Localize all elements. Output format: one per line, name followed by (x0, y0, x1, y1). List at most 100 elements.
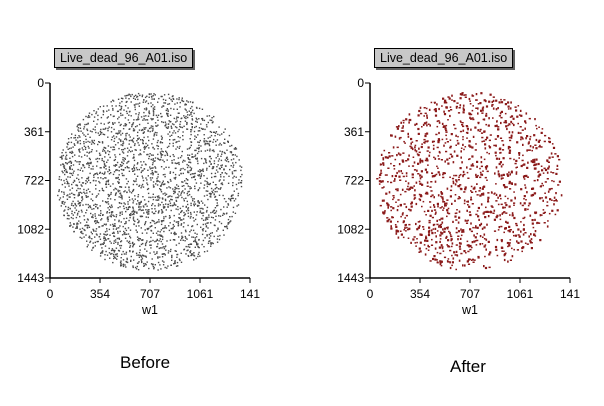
data-point (196, 147, 198, 149)
data-point (390, 225, 392, 228)
data-point (129, 150, 132, 153)
data-point (203, 195, 206, 197)
data-point (539, 197, 542, 200)
data-point (166, 240, 168, 242)
data-point (533, 158, 536, 161)
data-point (91, 113, 93, 116)
data-point (516, 115, 519, 118)
data-point (99, 255, 102, 257)
data-point (492, 107, 495, 110)
data-point (384, 210, 386, 212)
data-point (112, 149, 114, 151)
data-point (137, 114, 140, 116)
data-point (154, 167, 157, 169)
data-point (145, 177, 147, 179)
data-point (173, 108, 175, 110)
data-point (81, 237, 83, 239)
data-point (484, 255, 486, 258)
data-point (143, 265, 145, 267)
data-point (104, 128, 106, 130)
data-point (213, 138, 215, 141)
data-point (63, 203, 65, 205)
data-point (379, 173, 382, 176)
data-point (144, 163, 147, 165)
data-point (203, 187, 205, 189)
data-point (107, 145, 110, 147)
data-point (178, 128, 180, 131)
data-point (96, 234, 98, 236)
data-point (517, 105, 520, 107)
data-point (139, 149, 142, 151)
data-point (137, 239, 139, 241)
data-point (152, 147, 154, 149)
data-point (501, 246, 504, 249)
data-point (157, 199, 160, 201)
data-point (223, 206, 225, 208)
data-point (182, 205, 184, 208)
data-point (150, 196, 152, 199)
data-point (206, 185, 209, 188)
data-point (207, 190, 209, 192)
data-point (505, 125, 508, 128)
data-point (128, 240, 131, 243)
data-point (162, 98, 165, 101)
data-point (498, 115, 501, 117)
data-point (387, 204, 390, 207)
data-point (195, 125, 197, 128)
data-point (161, 247, 163, 249)
data-point (455, 105, 458, 108)
data-point (234, 147, 237, 149)
data-point (524, 120, 527, 123)
data-point (107, 129, 109, 132)
data-point (196, 121, 198, 123)
data-point (200, 123, 202, 125)
data-point (71, 210, 73, 212)
data-point (162, 246, 165, 248)
data-point (427, 230, 431, 233)
data-point (91, 216, 94, 218)
data-point (110, 193, 112, 195)
data-point (413, 169, 417, 171)
data-point (230, 195, 233, 197)
data-point (134, 143, 136, 145)
data-point (487, 196, 490, 199)
data-point (553, 180, 555, 183)
data-point (458, 107, 461, 109)
data-point (427, 233, 431, 237)
data-point (535, 147, 538, 150)
data-point (402, 220, 405, 223)
data-point (165, 193, 168, 195)
data-point (107, 136, 109, 138)
data-point (132, 170, 135, 172)
data-point (378, 176, 381, 179)
data-point (218, 215, 220, 217)
data-point (380, 163, 383, 166)
data-point (99, 133, 102, 136)
data-point (430, 181, 433, 183)
data-point (186, 200, 188, 203)
data-point (412, 156, 415, 158)
data-point (513, 191, 515, 193)
data-point (479, 130, 481, 132)
data-point (533, 160, 536, 163)
data-point (150, 102, 152, 104)
data-point (120, 140, 122, 143)
data-point (483, 226, 486, 229)
data-point (392, 195, 395, 197)
data-point (487, 201, 490, 203)
data-point (186, 166, 189, 169)
data-point (114, 156, 117, 158)
data-point (165, 245, 167, 247)
data-point (123, 109, 125, 111)
data-point (106, 212, 108, 214)
data-point (67, 176, 69, 178)
data-point (497, 229, 500, 231)
data-point (67, 208, 69, 211)
data-point (410, 205, 413, 208)
data-point (163, 227, 165, 229)
data-point (153, 160, 155, 162)
data-point (206, 218, 209, 220)
data-point (482, 118, 485, 121)
data-point (110, 211, 113, 213)
data-point (549, 198, 552, 201)
